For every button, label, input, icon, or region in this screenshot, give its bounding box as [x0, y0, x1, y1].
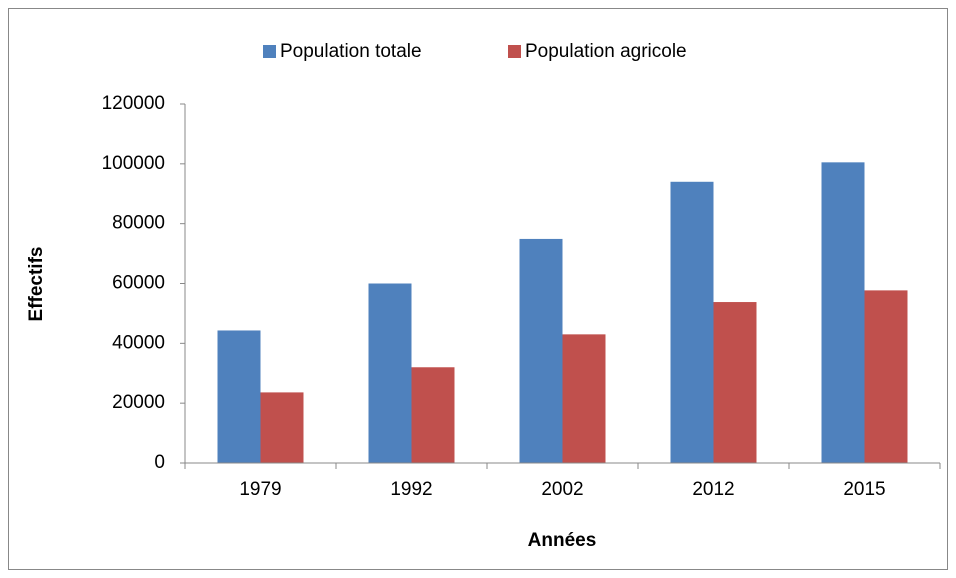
y-tick-label: 120000 — [102, 93, 165, 114]
y-axis-label: Effectifs — [26, 247, 47, 322]
y-tick-label: 100000 — [102, 153, 165, 174]
y-tick-label: 20000 — [112, 392, 165, 413]
bar — [411, 367, 455, 463]
bar — [519, 238, 563, 463]
bar — [562, 334, 606, 463]
x-tick-label: 1992 — [390, 479, 432, 500]
x-tick-label: 2002 — [541, 479, 583, 500]
y-tick-label: 60000 — [112, 273, 165, 294]
bar — [368, 283, 412, 463]
y-tick-label: 40000 — [112, 332, 165, 353]
chart-border — [8, 8, 948, 570]
legend-label: Population agricole — [525, 41, 687, 62]
x-tick-label: 2015 — [843, 479, 885, 500]
x-tick-label: 1979 — [239, 479, 281, 500]
x-axis-label: Années — [528, 530, 597, 551]
bar — [864, 290, 908, 463]
bar — [821, 162, 865, 463]
legend-label: Population totale — [280, 41, 422, 62]
y-tick-label: 80000 — [112, 213, 165, 234]
legend-swatch — [508, 45, 521, 58]
bar — [260, 392, 304, 463]
x-tick-label: 2012 — [692, 479, 734, 500]
bar — [713, 302, 757, 463]
y-tick-label: 0 — [154, 452, 165, 473]
bar — [670, 181, 714, 464]
bar — [217, 330, 261, 463]
legend-swatch — [263, 45, 276, 58]
